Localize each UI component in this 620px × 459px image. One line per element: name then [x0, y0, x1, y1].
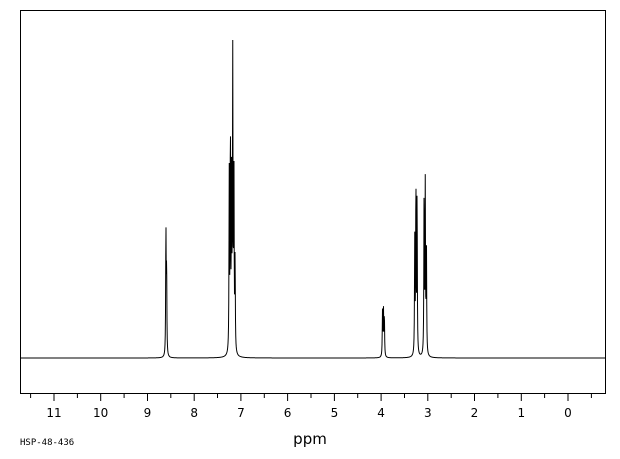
- x-axis-ticks: [30, 393, 592, 401]
- tick-label: 6: [284, 406, 292, 420]
- tick-label: 4: [377, 406, 385, 420]
- tick-label: 11: [46, 406, 61, 420]
- tick-label: 5: [331, 406, 339, 420]
- tick-label: 10: [93, 406, 108, 420]
- plot-frame: [20, 10, 606, 394]
- x-axis-title: ppm: [293, 430, 327, 448]
- tick-label: 1: [517, 406, 525, 420]
- tick-label: 2: [471, 406, 479, 420]
- tick-label: 7: [237, 406, 245, 420]
- sample-code: HSP-48-436: [20, 438, 75, 448]
- x-axis-tick-labels: 11 10 9 8 7 6 5 4 3 2 1 0: [46, 406, 571, 420]
- tick-label: 9: [144, 406, 152, 420]
- tick-label: 3: [424, 406, 432, 420]
- tick-label: 0: [564, 406, 572, 420]
- spectrum-trace: [21, 39, 605, 359]
- tick-label: 8: [190, 406, 198, 420]
